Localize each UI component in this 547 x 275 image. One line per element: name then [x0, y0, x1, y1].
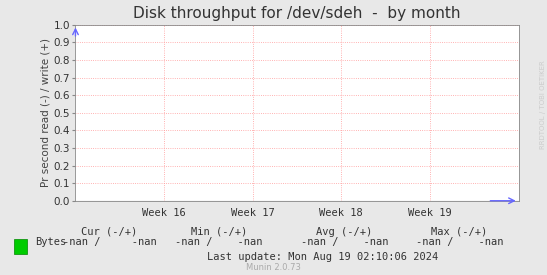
- Text: Max (-/+): Max (-/+): [432, 227, 487, 237]
- Text: -nan /    -nan: -nan / -nan: [175, 237, 263, 247]
- Text: -nan /     -nan: -nan / -nan: [62, 237, 156, 247]
- Text: Week 18: Week 18: [319, 208, 363, 218]
- Text: Bytes: Bytes: [36, 237, 67, 247]
- Text: RRDTOOL / TOBI OETIKER: RRDTOOL / TOBI OETIKER: [540, 60, 546, 149]
- Text: Min (-/+): Min (-/+): [191, 227, 247, 237]
- Y-axis label: Pr second read (-) / write (+): Pr second read (-) / write (+): [40, 38, 51, 187]
- Text: Cur (-/+): Cur (-/+): [82, 227, 137, 237]
- Text: -nan /    -nan: -nan / -nan: [416, 237, 503, 247]
- Title: Disk throughput for /dev/sdeh  -  by month: Disk throughput for /dev/sdeh - by month: [133, 6, 461, 21]
- Text: Week 17: Week 17: [231, 208, 275, 218]
- Text: Week 19: Week 19: [408, 208, 452, 218]
- Text: Avg (-/+): Avg (-/+): [317, 227, 373, 237]
- Text: -nan /    -nan: -nan / -nan: [301, 237, 388, 247]
- Text: Last update: Mon Aug 19 02:10:06 2024: Last update: Mon Aug 19 02:10:06 2024: [207, 252, 438, 262]
- Text: Munin 2.0.73: Munin 2.0.73: [246, 263, 301, 272]
- Text: Week 16: Week 16: [142, 208, 186, 218]
